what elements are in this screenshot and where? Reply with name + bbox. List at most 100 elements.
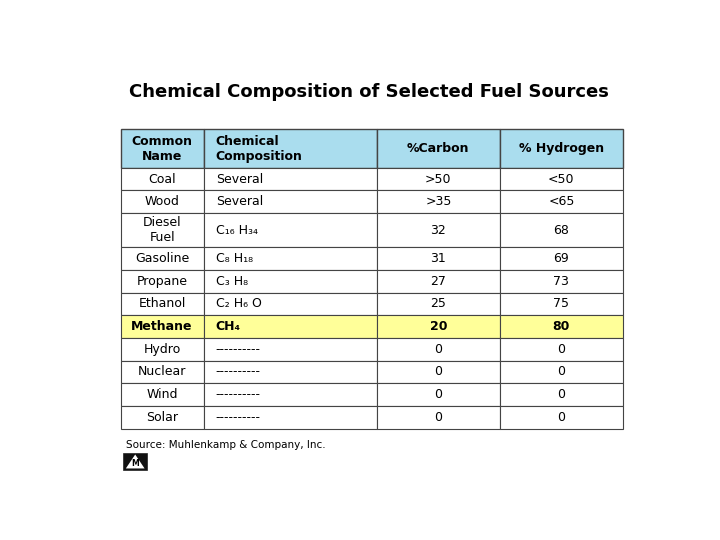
Bar	[500, 361, 623, 383]
Bar	[121, 270, 204, 293]
Text: Chemical Composition of Selected Fuel Sources: Chemical Composition of Selected Fuel So…	[129, 83, 609, 101]
Text: 75: 75	[554, 298, 570, 310]
Text: %Carbon: %Carbon	[407, 142, 469, 155]
Bar	[121, 406, 204, 429]
Bar	[121, 383, 204, 406]
Text: Methane: Methane	[131, 320, 193, 333]
Text: 73: 73	[554, 275, 570, 288]
Bar	[500, 315, 623, 338]
Bar	[500, 247, 623, 270]
Bar	[204, 270, 377, 293]
Text: 32: 32	[431, 224, 446, 237]
Bar	[377, 213, 500, 247]
Text: Wind: Wind	[146, 388, 178, 401]
Bar	[377, 338, 500, 361]
Bar	[204, 338, 377, 361]
Text: C₂ H₆ O: C₂ H₆ O	[216, 298, 261, 310]
Bar	[204, 383, 377, 406]
Text: M: M	[131, 459, 139, 468]
Text: % Hydrogen: % Hydrogen	[519, 142, 604, 155]
Text: Ethanol: Ethanol	[138, 298, 186, 310]
Bar	[377, 406, 500, 429]
Text: Wood: Wood	[145, 195, 179, 208]
Bar	[500, 383, 623, 406]
Bar	[121, 361, 204, 383]
Bar	[377, 361, 500, 383]
Text: Nuclear: Nuclear	[138, 366, 186, 379]
Bar	[121, 168, 204, 191]
Text: Solar: Solar	[146, 411, 178, 424]
Bar	[121, 293, 204, 315]
Text: 0: 0	[434, 343, 442, 356]
Text: 0: 0	[434, 411, 442, 424]
Bar	[377, 168, 500, 191]
Text: Source: Muhlenkamp & Company, Inc.: Source: Muhlenkamp & Company, Inc.	[126, 440, 326, 450]
Text: Coal: Coal	[148, 173, 176, 186]
Bar	[377, 383, 500, 406]
Polygon shape	[126, 455, 145, 469]
Bar	[121, 338, 204, 361]
Text: 27: 27	[431, 275, 446, 288]
Text: 0: 0	[434, 366, 442, 379]
Bar	[500, 213, 623, 247]
Bar	[204, 213, 377, 247]
Bar	[500, 293, 623, 315]
Text: <65: <65	[548, 195, 575, 208]
Text: ----------: ----------	[216, 343, 261, 356]
Bar	[204, 406, 377, 429]
Bar	[121, 191, 204, 213]
Text: 69: 69	[554, 252, 570, 265]
Bar	[377, 315, 500, 338]
Text: 25: 25	[431, 298, 446, 310]
Text: Chemical
Composition: Chemical Composition	[216, 134, 302, 163]
Bar	[500, 338, 623, 361]
Text: Several: Several	[216, 195, 263, 208]
Bar	[124, 453, 147, 470]
Bar	[121, 213, 204, 247]
Text: Diesel
Fuel: Diesel Fuel	[143, 216, 181, 244]
Text: >35: >35	[425, 195, 451, 208]
Bar	[377, 129, 500, 168]
Bar	[500, 270, 623, 293]
Text: Hydro: Hydro	[143, 343, 181, 356]
Text: 31: 31	[431, 252, 446, 265]
Text: <50: <50	[548, 173, 575, 186]
Text: 0: 0	[557, 411, 565, 424]
Text: ----------: ----------	[216, 411, 261, 424]
Bar	[377, 270, 500, 293]
Text: 0: 0	[434, 388, 442, 401]
Bar	[377, 191, 500, 213]
Text: 0: 0	[557, 388, 565, 401]
Bar	[121, 247, 204, 270]
Bar	[500, 129, 623, 168]
Bar	[204, 361, 377, 383]
Bar	[121, 129, 204, 168]
Bar	[377, 293, 500, 315]
Text: 20: 20	[430, 320, 447, 333]
Bar	[204, 293, 377, 315]
Bar	[204, 315, 377, 338]
Text: 0: 0	[557, 343, 565, 356]
Text: >50: >50	[425, 173, 451, 186]
Bar	[500, 191, 623, 213]
Bar	[204, 168, 377, 191]
Bar	[377, 247, 500, 270]
Bar	[204, 191, 377, 213]
Text: Gasoline: Gasoline	[135, 252, 189, 265]
Text: 68: 68	[554, 224, 570, 237]
Bar	[121, 315, 204, 338]
Text: Propane: Propane	[137, 275, 188, 288]
Text: Several: Several	[216, 173, 263, 186]
Text: 0: 0	[557, 366, 565, 379]
Text: C₃ H₈: C₃ H₈	[216, 275, 248, 288]
Bar	[204, 129, 377, 168]
Bar	[500, 168, 623, 191]
Text: 80: 80	[553, 320, 570, 333]
Bar	[500, 406, 623, 429]
Text: C₁₆ H₃₄: C₁₆ H₃₄	[216, 224, 258, 237]
Text: CH₄: CH₄	[216, 320, 240, 333]
Text: ----------: ----------	[216, 388, 261, 401]
Text: C₈ H₁₈: C₈ H₁₈	[216, 252, 253, 265]
Text: Common
Name: Common Name	[132, 134, 193, 163]
Bar	[204, 247, 377, 270]
